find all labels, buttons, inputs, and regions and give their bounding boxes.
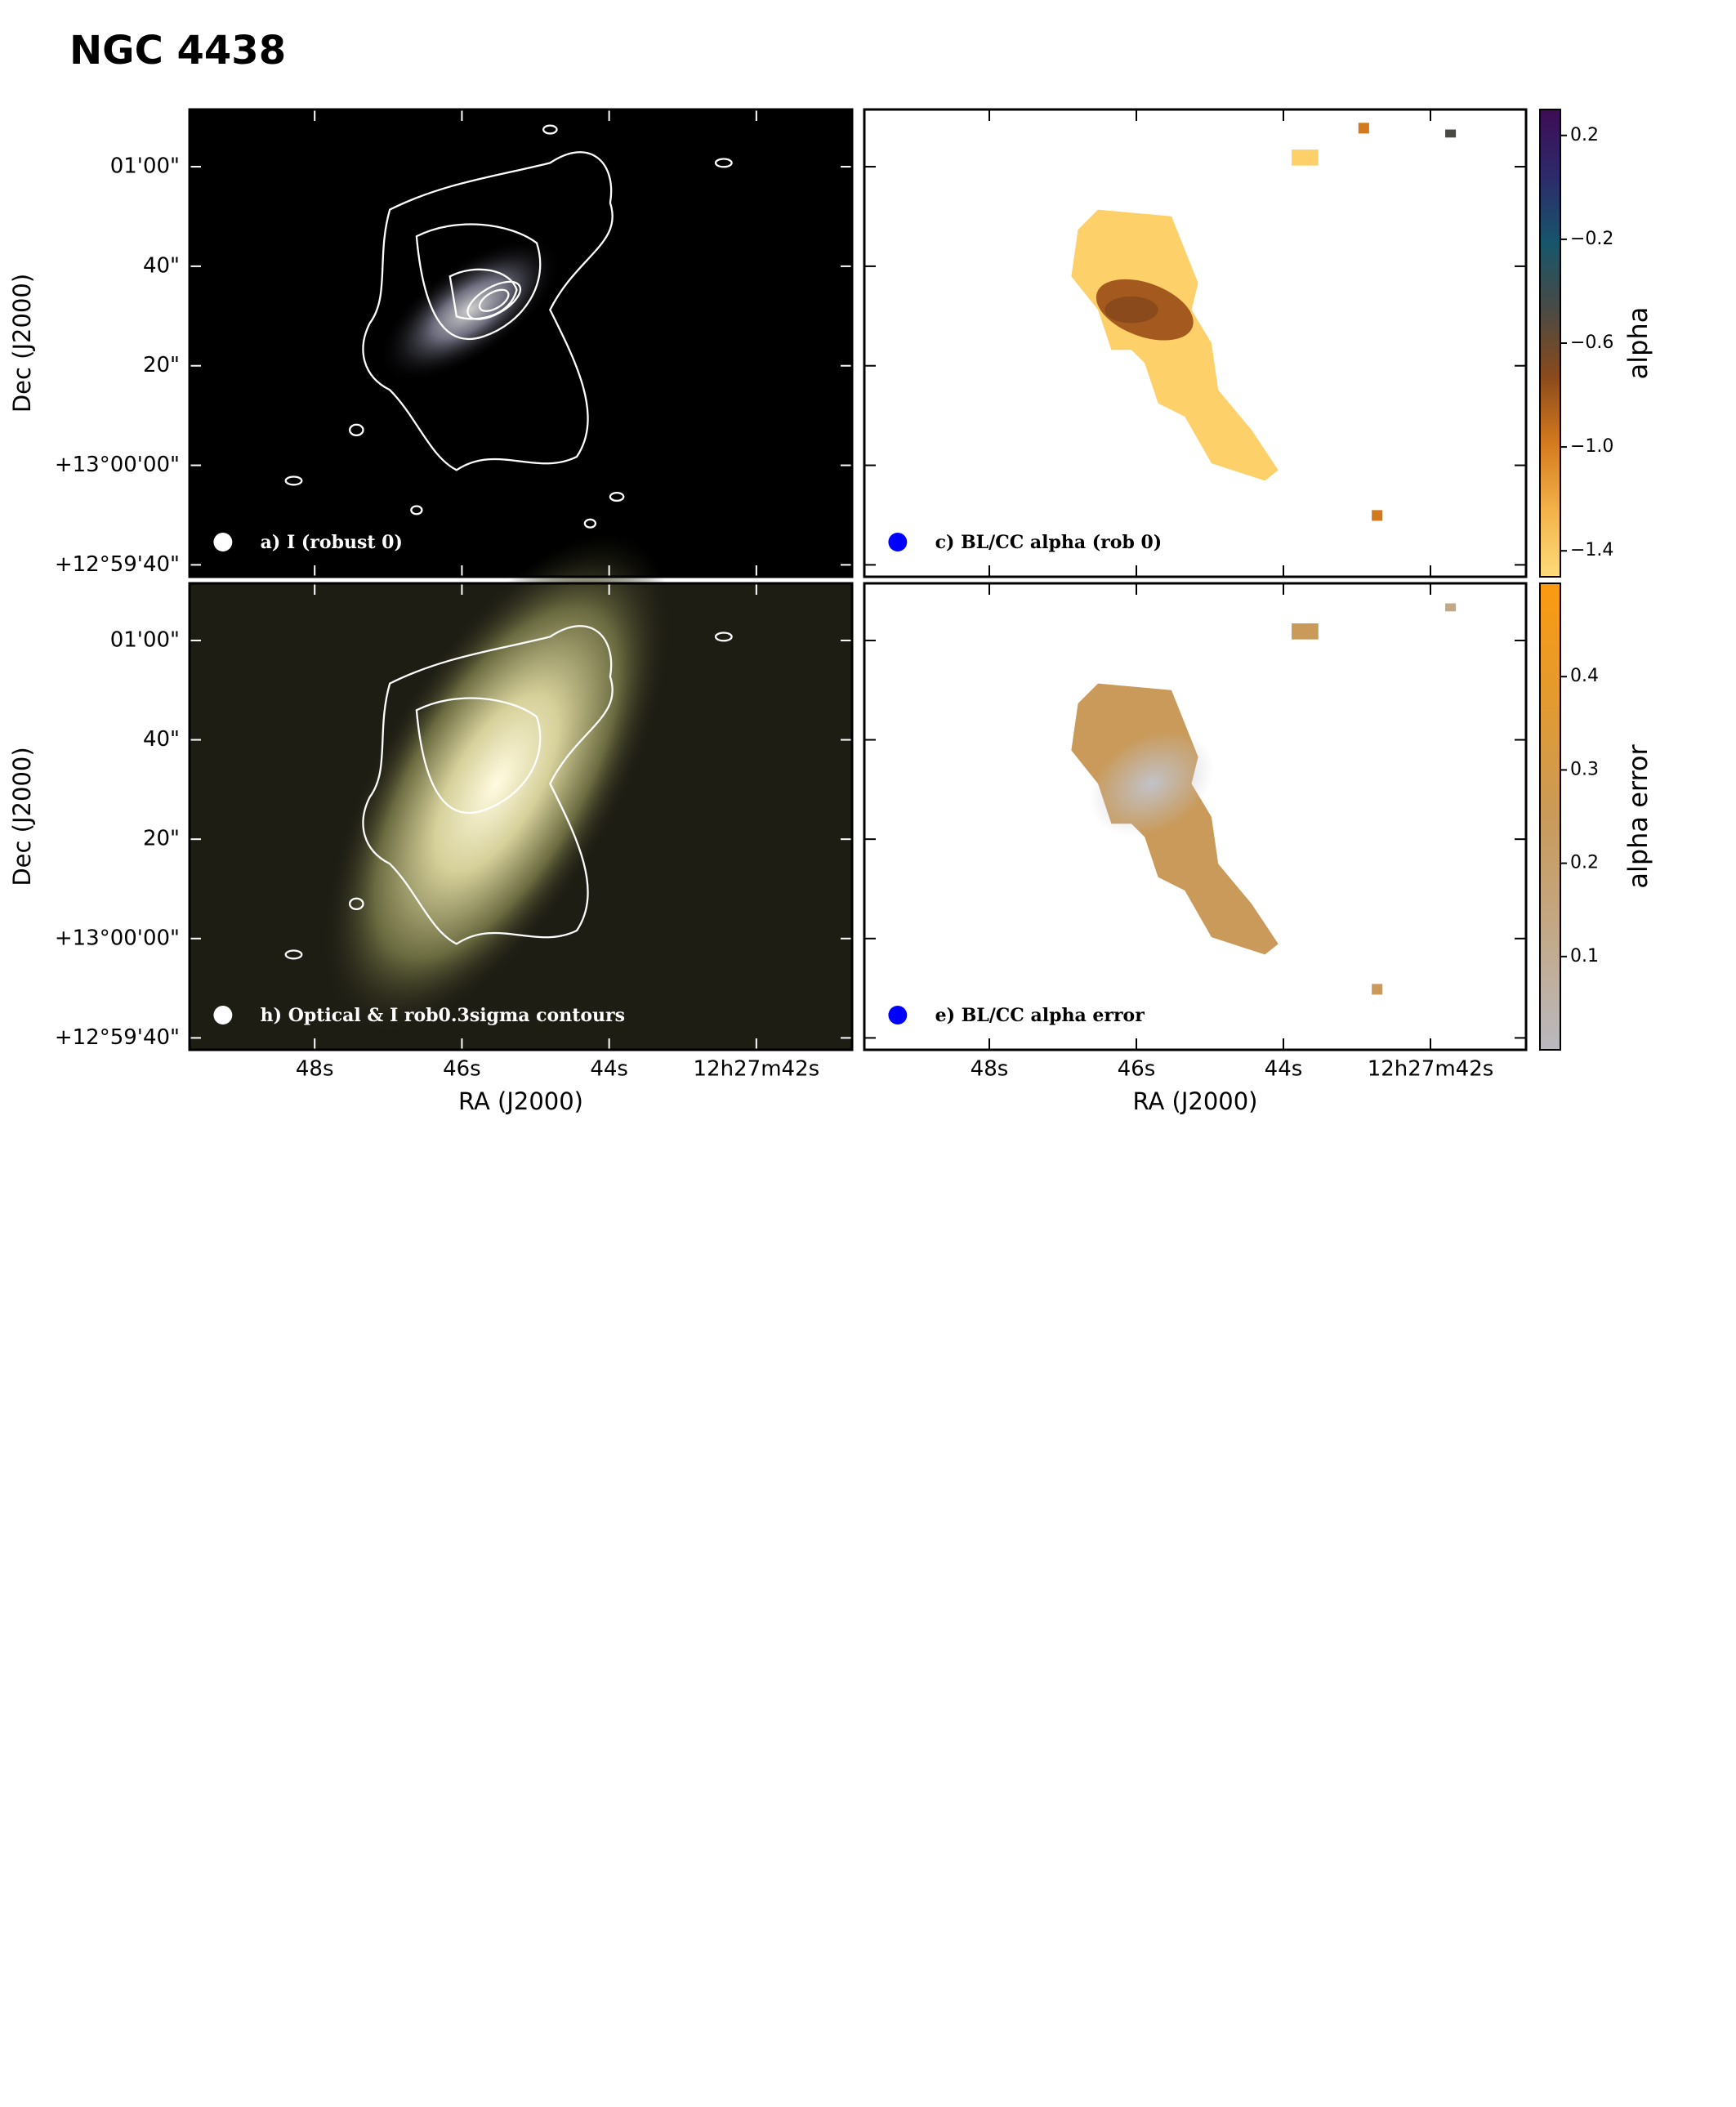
panel-label: c) BL/CC alpha (rob 0) (935, 532, 1163, 553)
y-tick-label: 40" (143, 253, 180, 278)
panel-frame (188, 108, 854, 578)
x-tick-label: 12h27m42s (1368, 1057, 1494, 1082)
beam (888, 1006, 908, 1024)
x-axis-label: RA (J2000) (1132, 1087, 1257, 1115)
beam (213, 1006, 233, 1024)
y-tick-label: 40" (143, 727, 180, 752)
panel-e-image (864, 583, 1527, 1051)
x-tick-label: 48s (296, 1057, 334, 1082)
colorbar-tick-label: −0.6 (1570, 333, 1613, 353)
y-tick-label: +13°00'00" (55, 453, 180, 477)
x-tick-label: 12h27m42s (694, 1057, 820, 1082)
colorbar-tick-label: 0.4 (1570, 666, 1599, 686)
panel-label: e) BL/CC alpha error (935, 1005, 1145, 1026)
panel-c-image (864, 109, 1527, 578)
x-tick-label: 44s (1265, 1057, 1303, 1082)
panel-frame (863, 582, 1528, 1051)
x-tick-label: 46s (1118, 1057, 1156, 1082)
x-tick-label: 46s (443, 1057, 481, 1082)
y-tick-label: 20" (143, 827, 180, 851)
beam (213, 533, 233, 551)
y-tick-label: 01'00" (110, 627, 180, 652)
x-tick-label: 44s (590, 1057, 628, 1082)
colorbar-tick-label: 0.2 (1570, 853, 1599, 873)
panel-label: h) Optical & I rob0.3sigma contours (261, 1005, 625, 1026)
colorbar-tick-label: 0.1 (1570, 946, 1599, 966)
y-tick-label: +12°59'40" (55, 552, 180, 577)
y-tick-label: 01'00" (110, 154, 180, 179)
colorbar-tick-label: −1.4 (1570, 540, 1613, 560)
y-axis-label: Dec (J2000) (8, 747, 36, 886)
panel-frame (188, 582, 854, 1051)
panel-frame (863, 108, 1528, 578)
colorbar-tick-label: 0.2 (1570, 125, 1599, 145)
y-tick-label: +12°59'40" (55, 1025, 180, 1050)
panel-h-image (190, 533, 852, 1051)
panel-label: a) I (robust 0) (261, 532, 403, 553)
title: NGC 4438 (69, 28, 286, 74)
colorbar-label: alpha (1622, 307, 1653, 380)
x-axis-label: RA (J2000) (458, 1087, 583, 1115)
y-tick-label: 20" (143, 353, 180, 377)
beam (888, 533, 908, 551)
colorbar-tick-label: −1.0 (1570, 436, 1613, 457)
colorbar (1539, 583, 1561, 1051)
colorbar-tick-label: 0.3 (1570, 759, 1599, 779)
panel-a-image (190, 109, 852, 578)
colorbar (1539, 109, 1561, 578)
y-tick-label: +13°00'00" (55, 926, 180, 950)
colorbar-label: alpha error (1622, 743, 1653, 888)
colorbar-tick-label: −0.2 (1570, 229, 1613, 249)
y-axis-label: Dec (J2000) (8, 274, 36, 413)
x-tick-label: 48s (971, 1057, 1009, 1082)
